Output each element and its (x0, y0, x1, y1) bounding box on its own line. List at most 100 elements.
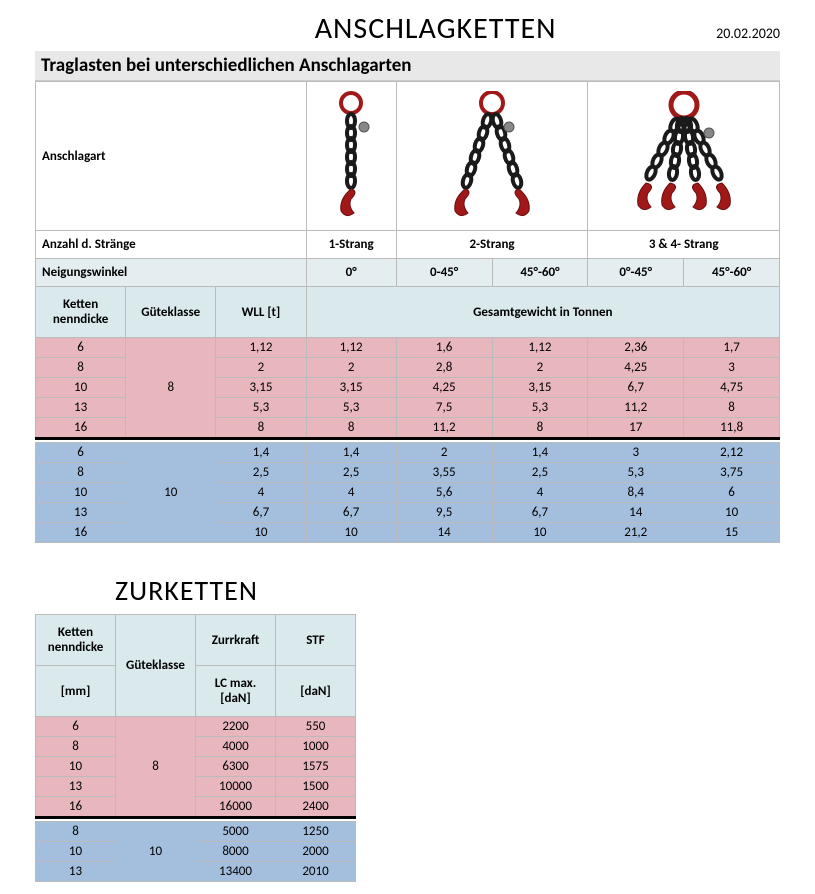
cell-value: 2 (396, 443, 492, 463)
cell-value: 2,8 (396, 358, 492, 378)
cell-value: 10 (684, 503, 780, 523)
page-title: ANSCHLAGKETTEN (155, 10, 716, 47)
cell-stf: 550 (276, 717, 356, 737)
strand-34: 3 & 4- Strang (588, 231, 780, 259)
col-lc: LC max. [daN] (196, 666, 276, 717)
table-row: 13134002010 (36, 862, 356, 882)
cell-value: 4 (306, 483, 396, 503)
cell-stf: 2010 (276, 862, 356, 882)
cell-value: 6,7 (306, 503, 396, 523)
col-ketten: Ketten nenndicke (36, 615, 116, 666)
cell-value: 5,3 (306, 398, 396, 418)
cell-gueteklasse: 10 (126, 443, 216, 543)
zurketten-title: ZURKETTEN (115, 573, 780, 608)
cell-lc: 16000 (196, 797, 276, 818)
cell-lc: 8000 (196, 842, 276, 862)
anschlagketten-table: Anschlagart (35, 81, 780, 543)
cell-diameter: 10 (36, 842, 116, 862)
cell-value: 3,15 (492, 378, 588, 398)
strand-1: 1-Strang (306, 231, 396, 259)
cell-value: 9,5 (396, 503, 492, 523)
chain-1-strand-icon (306, 82, 396, 231)
cell-value: 11,8 (684, 418, 780, 439)
cell-stf: 2400 (276, 797, 356, 818)
cell-value: 4,75 (684, 378, 780, 398)
cell-value: 1,4 (306, 443, 396, 463)
cell-lc: 4000 (196, 737, 276, 757)
cell-value: 1,4 (492, 443, 588, 463)
cell-value: 3 (588, 443, 684, 463)
cell-value: 2 (306, 358, 396, 378)
cell-value: 6,7 (588, 378, 684, 398)
cell-value: 14 (396, 523, 492, 543)
table-row: 681,121,121,61,122,361,7 (36, 338, 780, 358)
label-neigung: Neigungswinkel (36, 259, 307, 287)
cell-value: 1,7 (684, 338, 780, 358)
col-stf: STF (276, 615, 356, 666)
cell-value: 4 (216, 483, 306, 503)
label-anschlagart: Anschlagart (36, 82, 307, 231)
cell-value: 2 (216, 358, 306, 378)
table-row: 1063001575 (36, 757, 356, 777)
cell-lc: 5000 (196, 822, 276, 842)
section-header: Traglasten bei unterschiedlichen Anschla… (35, 51, 780, 81)
cell-lc: 13400 (196, 862, 276, 882)
cell-diameter: 16 (36, 523, 126, 543)
cell-value: 15 (684, 523, 780, 543)
cell-value: 4,25 (396, 378, 492, 398)
title-row: ANSCHLAGKETTEN 20.02.2020 (35, 10, 780, 47)
chain-2-strand-icon (396, 82, 588, 231)
chain-3-4-strand-icon (588, 82, 780, 231)
table-row: 10 80002000 (36, 842, 356, 862)
cell-value: 10 (216, 523, 306, 543)
angle-cell: 0°-45° (588, 259, 684, 287)
cell-value: 7,5 (396, 398, 492, 418)
cell-value: 17 (588, 418, 684, 439)
col-gesamt: Gesamtgewicht in Tonnen (306, 287, 779, 338)
table-row: 840001000 (36, 737, 356, 757)
cell-diameter: 10 (36, 757, 116, 777)
cell-value: 8 (216, 418, 306, 439)
cell-value: 4,25 (588, 358, 684, 378)
cell-stf: 2000 (276, 842, 356, 862)
table-row: 16 160002400 (36, 797, 356, 818)
cell-value: 5,3 (216, 398, 306, 418)
cell-value: 8,4 (588, 483, 684, 503)
zurketten-table: Ketten nenndicke Güteklasse Zurrkraft ST… (35, 614, 356, 882)
cell-value: 2,36 (588, 338, 684, 358)
cell-value: 3,15 (306, 378, 396, 398)
cell-stf: 1575 (276, 757, 356, 777)
cell-value: 11,2 (396, 418, 492, 439)
col-gk: Güteklasse (116, 615, 196, 717)
cell-value: 3,75 (684, 463, 780, 483)
cell-value: 3,15 (216, 378, 306, 398)
cell-diameter: 16 (36, 797, 116, 818)
cell-value: 2,5 (492, 463, 588, 483)
cell-gueteklasse: 10 (116, 822, 196, 882)
cell-value: 3 (684, 358, 780, 378)
cell-value: 2,12 (684, 443, 780, 463)
cell-value: 1,12 (216, 338, 306, 358)
strand-2: 2-Strang (396, 231, 588, 259)
cell-value: 8 (684, 398, 780, 418)
cell-value: 5,3 (588, 463, 684, 483)
cell-diameter: 10 (36, 378, 126, 398)
cell-diameter: 10 (36, 483, 126, 503)
col-wll: WLL [t] (216, 287, 306, 338)
cell-value: 11,2 (588, 398, 684, 418)
cell-diameter: 13 (36, 777, 116, 797)
cell-value: 2,5 (216, 463, 306, 483)
cell-value: 1,6 (396, 338, 492, 358)
cell-value: 21,2 (588, 523, 684, 543)
cell-stf: 1500 (276, 777, 356, 797)
cell-lc: 2200 (196, 717, 276, 737)
angle-cell: 0° (306, 259, 396, 287)
cell-value: 14 (588, 503, 684, 523)
cell-value: 2,5 (306, 463, 396, 483)
table-row: 682200550 (36, 717, 356, 737)
cell-diameter: 6 (36, 443, 126, 463)
cell-value: 6 (684, 483, 780, 503)
angle-cell: 0-45° (396, 259, 492, 287)
cell-diameter: 6 (36, 717, 116, 737)
cell-diameter: 8 (36, 463, 126, 483)
